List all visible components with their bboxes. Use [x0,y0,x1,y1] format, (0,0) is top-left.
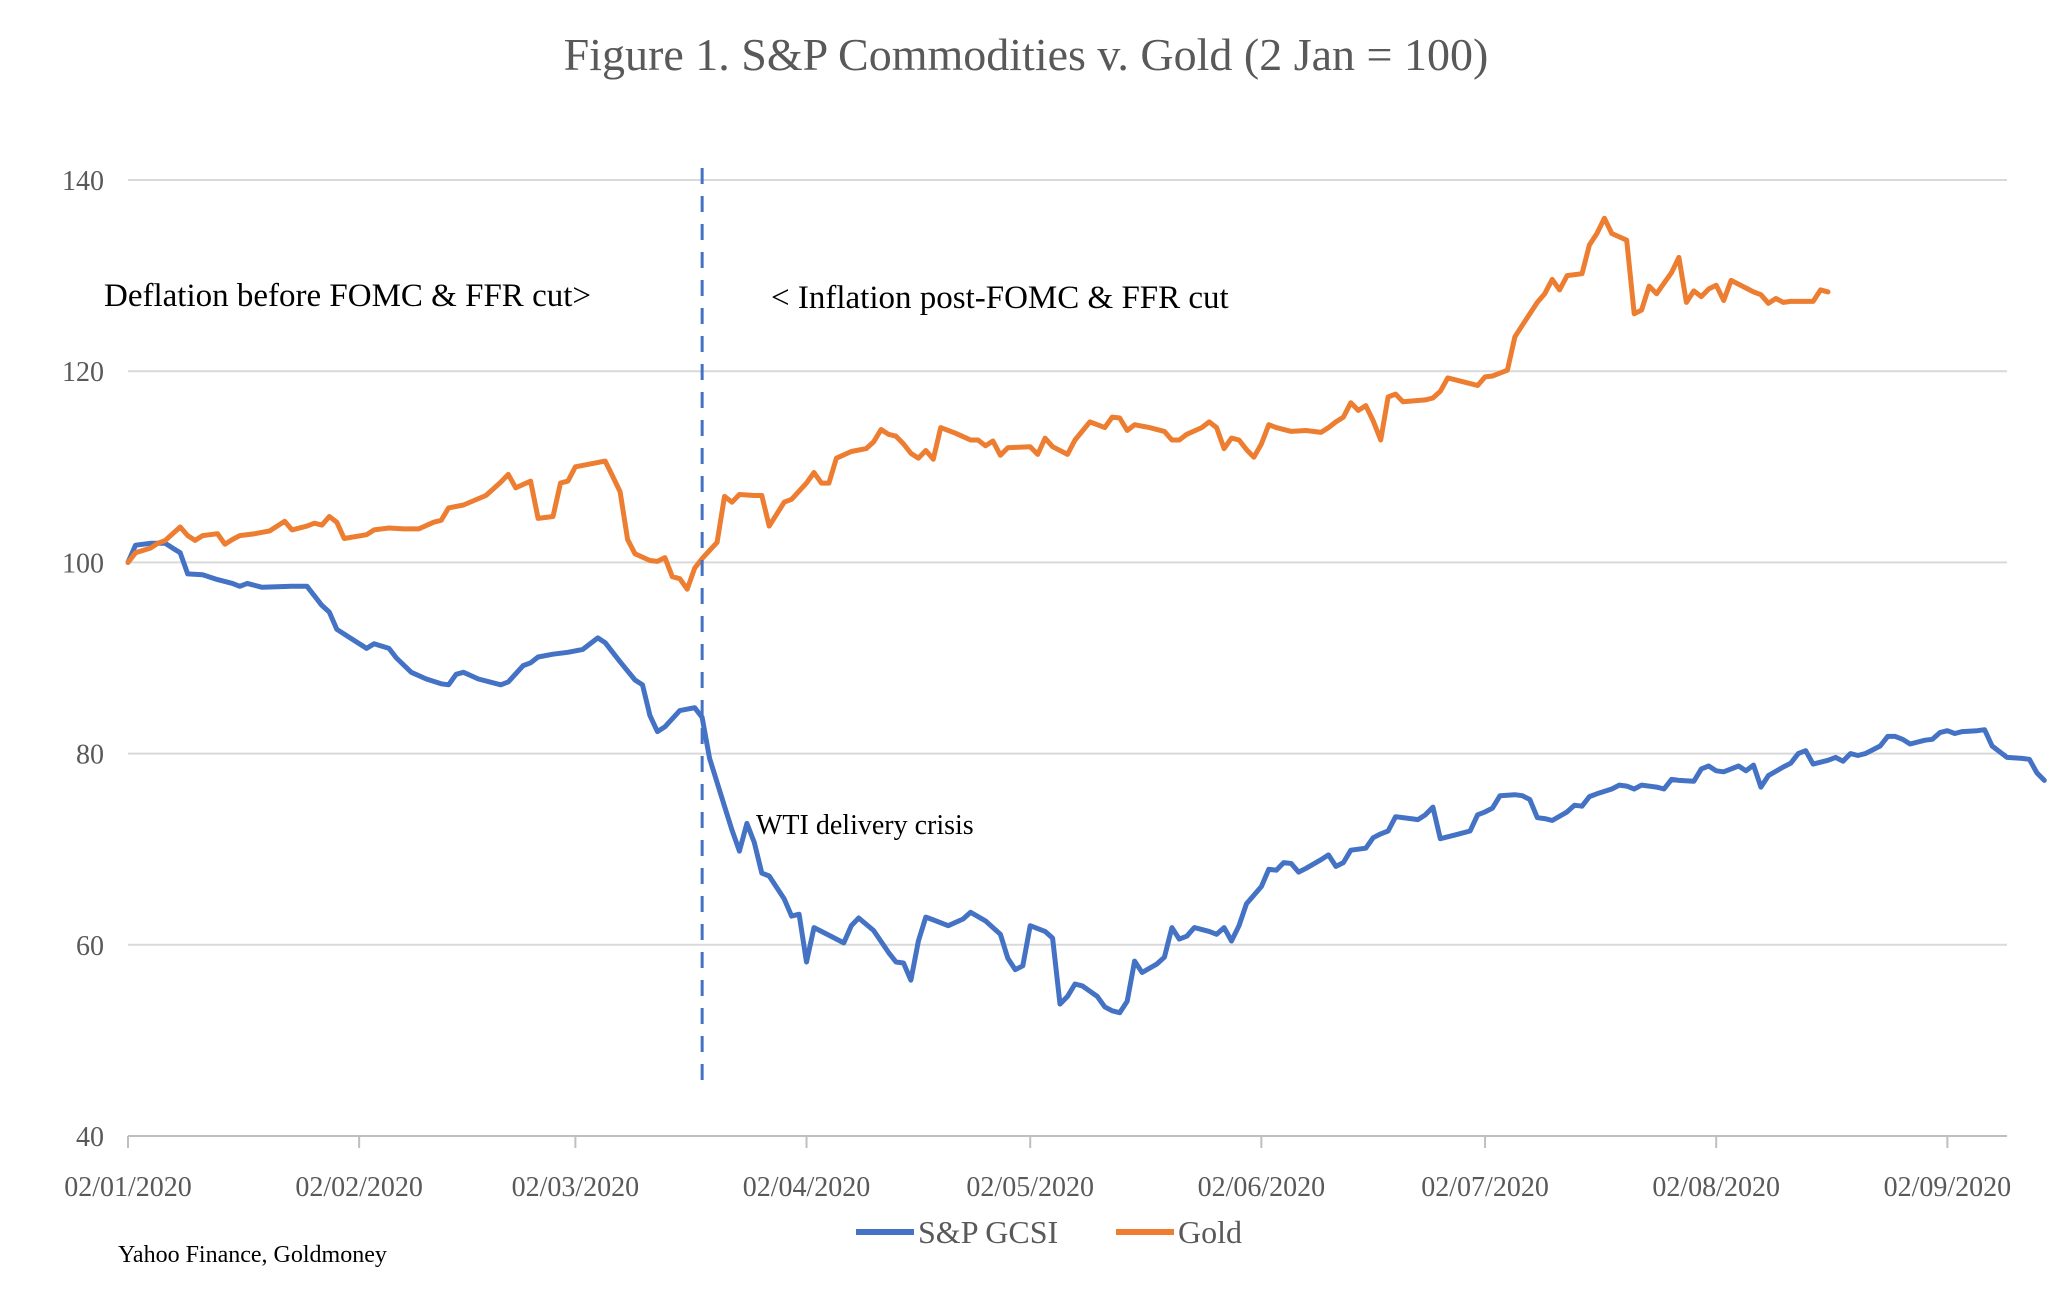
y-tick-label: 80 [76,740,104,771]
y-tick-label: 40 [76,1122,104,1153]
x-tick-label: 02/03/2020 [512,1172,640,1203]
x-tick-label: 02/09/2020 [1884,1172,2012,1203]
y-tick-label: 100 [62,548,104,579]
x-tick-label: 02/07/2020 [1421,1172,1549,1203]
y-tick-label: 60 [76,931,104,962]
chart-title: Figure 1. S&P Commodities v. Gold (2 Jan… [564,29,1489,80]
annotation-wti-crisis: WTI delivery crisis [756,810,974,841]
series-line-gold [125,215,1831,592]
y-tick-label: 140 [62,166,104,197]
x-tick-label: 02/08/2020 [1652,1172,1780,1203]
annotation-inflation: < Inflation post-FOMC & FFR cut [771,280,1229,316]
annotation-deflation: Deflation before FOMC & FFR cut> [104,278,591,314]
x-tick-label: 02/04/2020 [743,1172,871,1203]
gridlines [128,179,2007,946]
legend-label-gold: Gold [1178,1214,1242,1250]
x-tick-label: 02/06/2020 [1198,1172,1326,1203]
y-tick-label: 120 [62,357,104,388]
x-tick-label: 02/02/2020 [295,1172,423,1203]
series-line-s-p-gcsi [125,540,2047,1016]
x-tick-label: 02/01/2020 [64,1172,192,1203]
legend-label-gcsi: S&P GCSI [918,1214,1058,1250]
legend: S&P GCSI Gold [856,1214,1242,1250]
series-group [125,215,2047,1016]
source-note: Yahoo Finance, Goldmoney [118,1242,387,1268]
x-tick-label: 02/05/2020 [966,1172,1094,1203]
y-axis: 40 60 80 100 120 140 [62,166,104,1153]
x-axis: 02/01/2020 02/02/2020 02/03/2020 02/04/2020… [64,1136,2011,1203]
